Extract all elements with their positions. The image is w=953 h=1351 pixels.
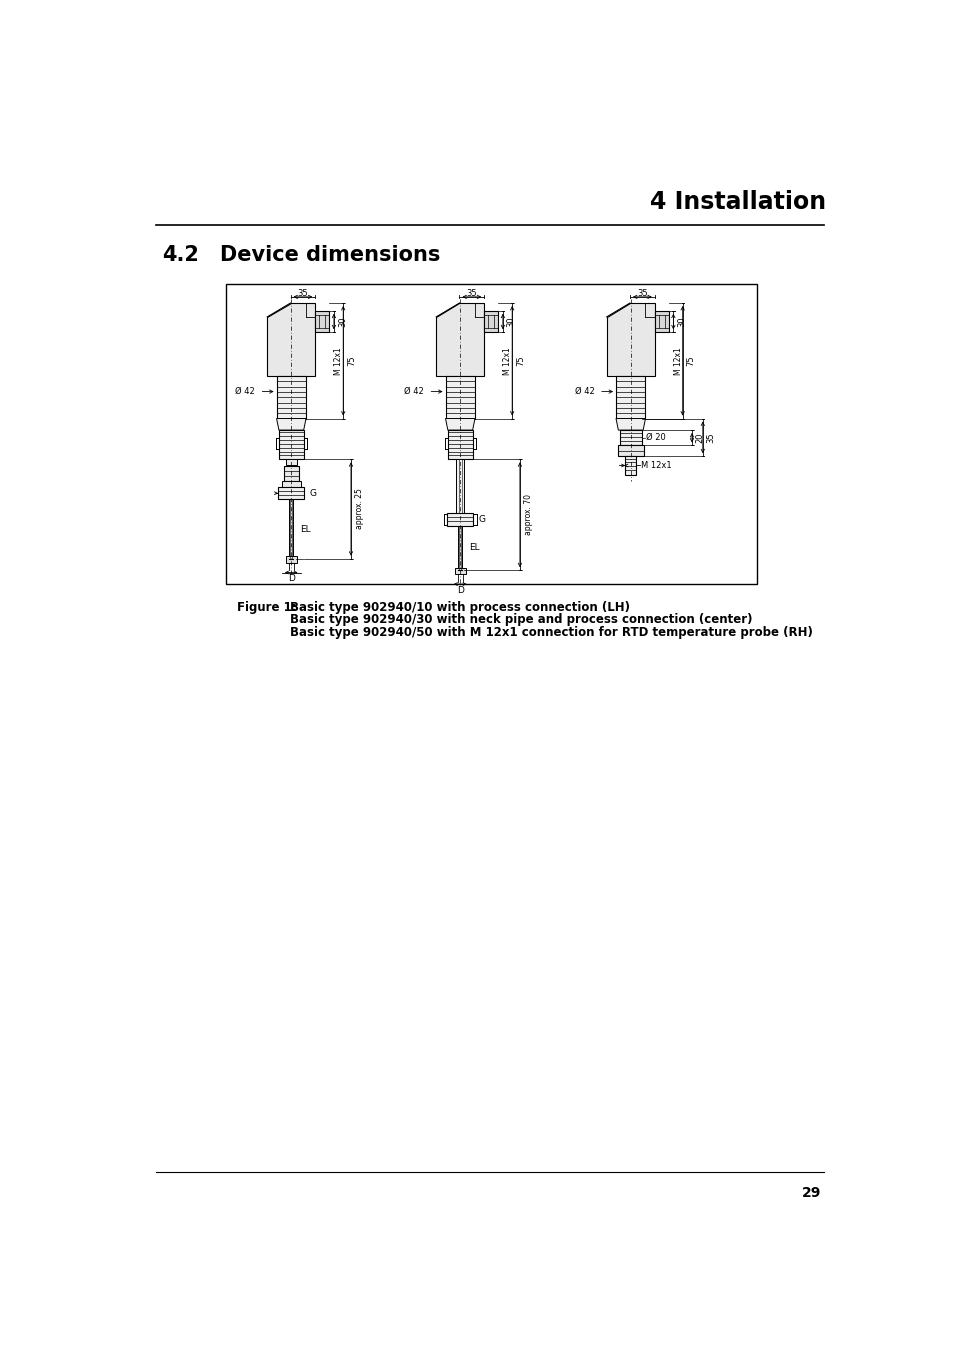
Bar <box>447 513 473 526</box>
Bar <box>286 557 296 562</box>
Text: Ø 42: Ø 42 <box>404 388 423 396</box>
Polygon shape <box>606 303 654 376</box>
Text: G: G <box>309 489 315 497</box>
Bar <box>289 500 293 559</box>
Bar <box>278 430 303 459</box>
Text: M 12x1: M 12x1 <box>640 461 671 470</box>
Polygon shape <box>445 419 475 430</box>
Text: Figure 1:: Figure 1: <box>236 601 296 613</box>
Text: 75: 75 <box>686 355 695 366</box>
Polygon shape <box>616 419 645 430</box>
Bar <box>226 284 757 584</box>
Text: G: G <box>477 515 484 524</box>
Bar <box>276 376 306 419</box>
Bar <box>286 459 296 466</box>
Text: EL: EL <box>469 543 479 553</box>
Bar <box>455 567 465 574</box>
Text: Device dimensions: Device dimensions <box>220 245 440 265</box>
Text: Basic type 902940/30 with neck pipe and process connection (center): Basic type 902940/30 with neck pipe and … <box>290 613 752 627</box>
Text: D: D <box>456 586 463 594</box>
Text: 30: 30 <box>677 316 685 327</box>
Text: D: D <box>288 574 294 584</box>
Text: Basic type 902940/10 with process connection (LH): Basic type 902940/10 with process connec… <box>290 601 629 613</box>
Bar <box>278 488 304 500</box>
Bar <box>616 376 645 419</box>
Text: 20: 20 <box>695 432 704 443</box>
Bar <box>445 376 475 419</box>
Text: 30: 30 <box>337 316 347 327</box>
Polygon shape <box>436 303 484 376</box>
Text: 35: 35 <box>706 432 715 443</box>
Text: 35: 35 <box>297 289 308 297</box>
Text: EL: EL <box>300 524 311 534</box>
Text: approx. 70: approx. 70 <box>523 494 532 535</box>
Bar <box>315 311 329 332</box>
Text: Ø 42: Ø 42 <box>234 388 254 396</box>
Bar <box>654 311 668 332</box>
Bar <box>484 311 497 332</box>
Bar <box>447 430 472 459</box>
Bar <box>617 446 643 457</box>
Polygon shape <box>276 419 306 430</box>
Bar <box>283 466 298 481</box>
Text: approx. 25: approx. 25 <box>355 489 363 530</box>
Text: M 12x1: M 12x1 <box>502 347 512 374</box>
Text: 29: 29 <box>801 1186 821 1200</box>
Bar <box>457 526 461 570</box>
Bar <box>624 457 636 474</box>
Text: M 12x1: M 12x1 <box>334 347 343 374</box>
Text: 75: 75 <box>516 355 524 366</box>
Text: 35: 35 <box>466 289 476 297</box>
Text: 75: 75 <box>347 355 355 366</box>
Bar <box>619 430 641 446</box>
Bar <box>282 481 300 488</box>
Text: 4 Installation: 4 Installation <box>649 190 825 215</box>
Text: 35: 35 <box>637 289 647 297</box>
Bar <box>456 459 464 513</box>
Text: Basic type 902940/50 with M 12x1 connection for RTD temperature probe (RH): Basic type 902940/50 with M 12x1 connect… <box>290 626 812 639</box>
Polygon shape <box>267 303 315 376</box>
Text: 4.2: 4.2 <box>162 245 198 265</box>
Text: 30: 30 <box>506 316 516 327</box>
Text: Ø 42: Ø 42 <box>574 388 594 396</box>
Text: Ø 20: Ø 20 <box>645 434 665 442</box>
Text: M 12x1: M 12x1 <box>673 347 681 374</box>
